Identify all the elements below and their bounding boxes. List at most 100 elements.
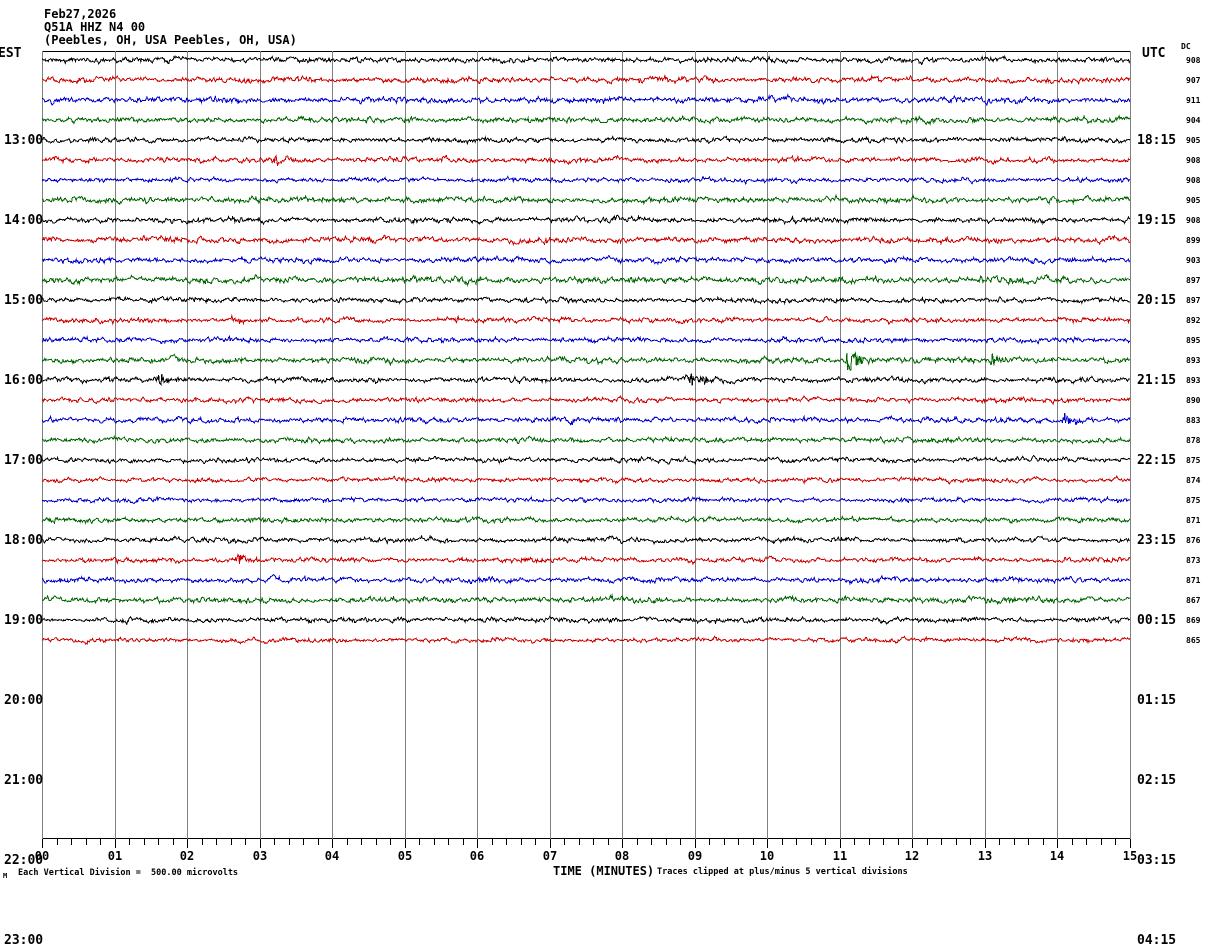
left-hour-label: 18:00 [4,533,44,548]
x-tick-minor [869,839,870,845]
trace-line [42,135,1130,146]
x-tick-minor [941,839,942,845]
right-hour-label: 22:15 [1137,453,1177,468]
x-tick-minor [274,839,275,845]
x-tick-minor [883,839,884,845]
trace-line [42,175,1130,186]
trace-line [42,574,1130,586]
x-axis-label: 04 [324,849,340,863]
gridline-minute-08 [622,51,623,839]
trace-line [42,234,1130,247]
x-tick-minor [535,839,536,845]
right-hour-label: 19:15 [1137,213,1177,228]
x-tick-minor [144,839,145,845]
dc-value: 905 [1186,196,1201,205]
left-hour-label: 22:00 [4,853,44,868]
x-tick-minor [129,839,130,845]
trace-line [42,351,1130,371]
right-hour-label: 04:15 [1137,933,1177,948]
gridline-minute-04 [332,51,333,839]
x-tick-minor [593,839,594,845]
x-tick-minor [753,839,754,845]
left-hour-label: 15:00 [4,293,44,308]
trace-line [42,454,1130,466]
dc-value: 871 [1186,516,1201,525]
left-hour-label: 16:00 [4,373,44,388]
dc-value: 904 [1186,116,1201,125]
right-hour-label: 01:15 [1137,693,1177,708]
x-tick-major [477,839,478,848]
dc-value: 899 [1186,236,1201,245]
x-tick-minor [579,839,580,845]
x-tick-major [912,839,913,848]
x-tick-minor [86,839,87,845]
trace-line [42,214,1130,226]
x-tick-minor [1014,839,1015,845]
trace-line [42,114,1130,126]
trace-line [42,593,1130,606]
trace-line [42,55,1130,66]
dc-value: 874 [1186,476,1201,485]
x-tick-minor [216,839,217,845]
trace-line [42,254,1130,266]
trace-line [42,514,1130,525]
x-tick-minor [680,839,681,845]
x-tick-major [260,839,261,848]
x-tick-minor [448,839,449,845]
x-tick-minor [927,839,928,845]
x-tick-major [550,839,551,848]
scale-note: Each Vertical Division = 500.00 microvol… [18,868,239,878]
plot-top-border [42,51,1131,52]
gridline-minute-07 [550,51,551,839]
x-tick-minor [376,839,377,845]
gridline-minute-03 [260,51,261,839]
x-axis-label: 00 [34,849,50,863]
x-tick-minor [245,839,246,845]
gridline-minute-02 [187,51,188,839]
x-tick-minor [564,839,565,845]
left-hour-label: 14:00 [4,213,44,228]
trace-line [42,395,1130,406]
x-tick-minor [289,839,290,845]
x-tick-minor [825,839,826,845]
right-hour-label: 23:15 [1137,533,1177,548]
x-axis-label: 08 [614,849,630,863]
right-hour-label: 03:15 [1137,853,1177,868]
dc-value: 908 [1186,176,1201,185]
x-tick-minor [1115,839,1116,845]
trace-line [42,73,1130,86]
x-tick-minor [492,839,493,845]
dc-value: 873 [1186,556,1201,565]
x-axis-label: 12 [904,849,920,863]
right-hour-label: 21:15 [1137,373,1177,388]
dc-value: 895 [1186,336,1201,345]
trace-line [42,193,1130,206]
x-tick-minor [724,839,725,845]
x-tick-minor [506,839,507,845]
x-axis-label: 05 [397,849,413,863]
dc-value: 869 [1186,616,1201,625]
plot-bottom-border [42,838,1131,839]
trace-line [42,313,1130,326]
clipping-note: Traces clipped at plus/minus 5 vertical … [657,867,908,877]
dc-column-header: DC [1181,42,1191,51]
gridline-minute-00 [42,51,43,839]
x-tick-minor [57,839,58,845]
x-tick-minor [608,839,609,845]
dc-value: 893 [1186,376,1201,385]
trace-line [42,93,1130,107]
gridline-minute-15 [1130,51,1131,839]
x-axis-label: 15 [1122,849,1138,863]
dc-value: 911 [1186,96,1201,105]
x-tick-major [767,839,768,848]
x-tick-major [405,839,406,848]
x-tick-major [187,839,188,848]
dc-value: 878 [1186,436,1201,445]
x-tick-minor [419,839,420,845]
x-axis-label: 09 [687,849,703,863]
x-tick-minor [738,839,739,845]
header-location: (Peebles, OH, USA Peebles, OH, USA) [44,33,297,47]
x-tick-major [1057,839,1058,848]
trace-line [42,154,1130,166]
dc-value: 908 [1186,156,1201,165]
